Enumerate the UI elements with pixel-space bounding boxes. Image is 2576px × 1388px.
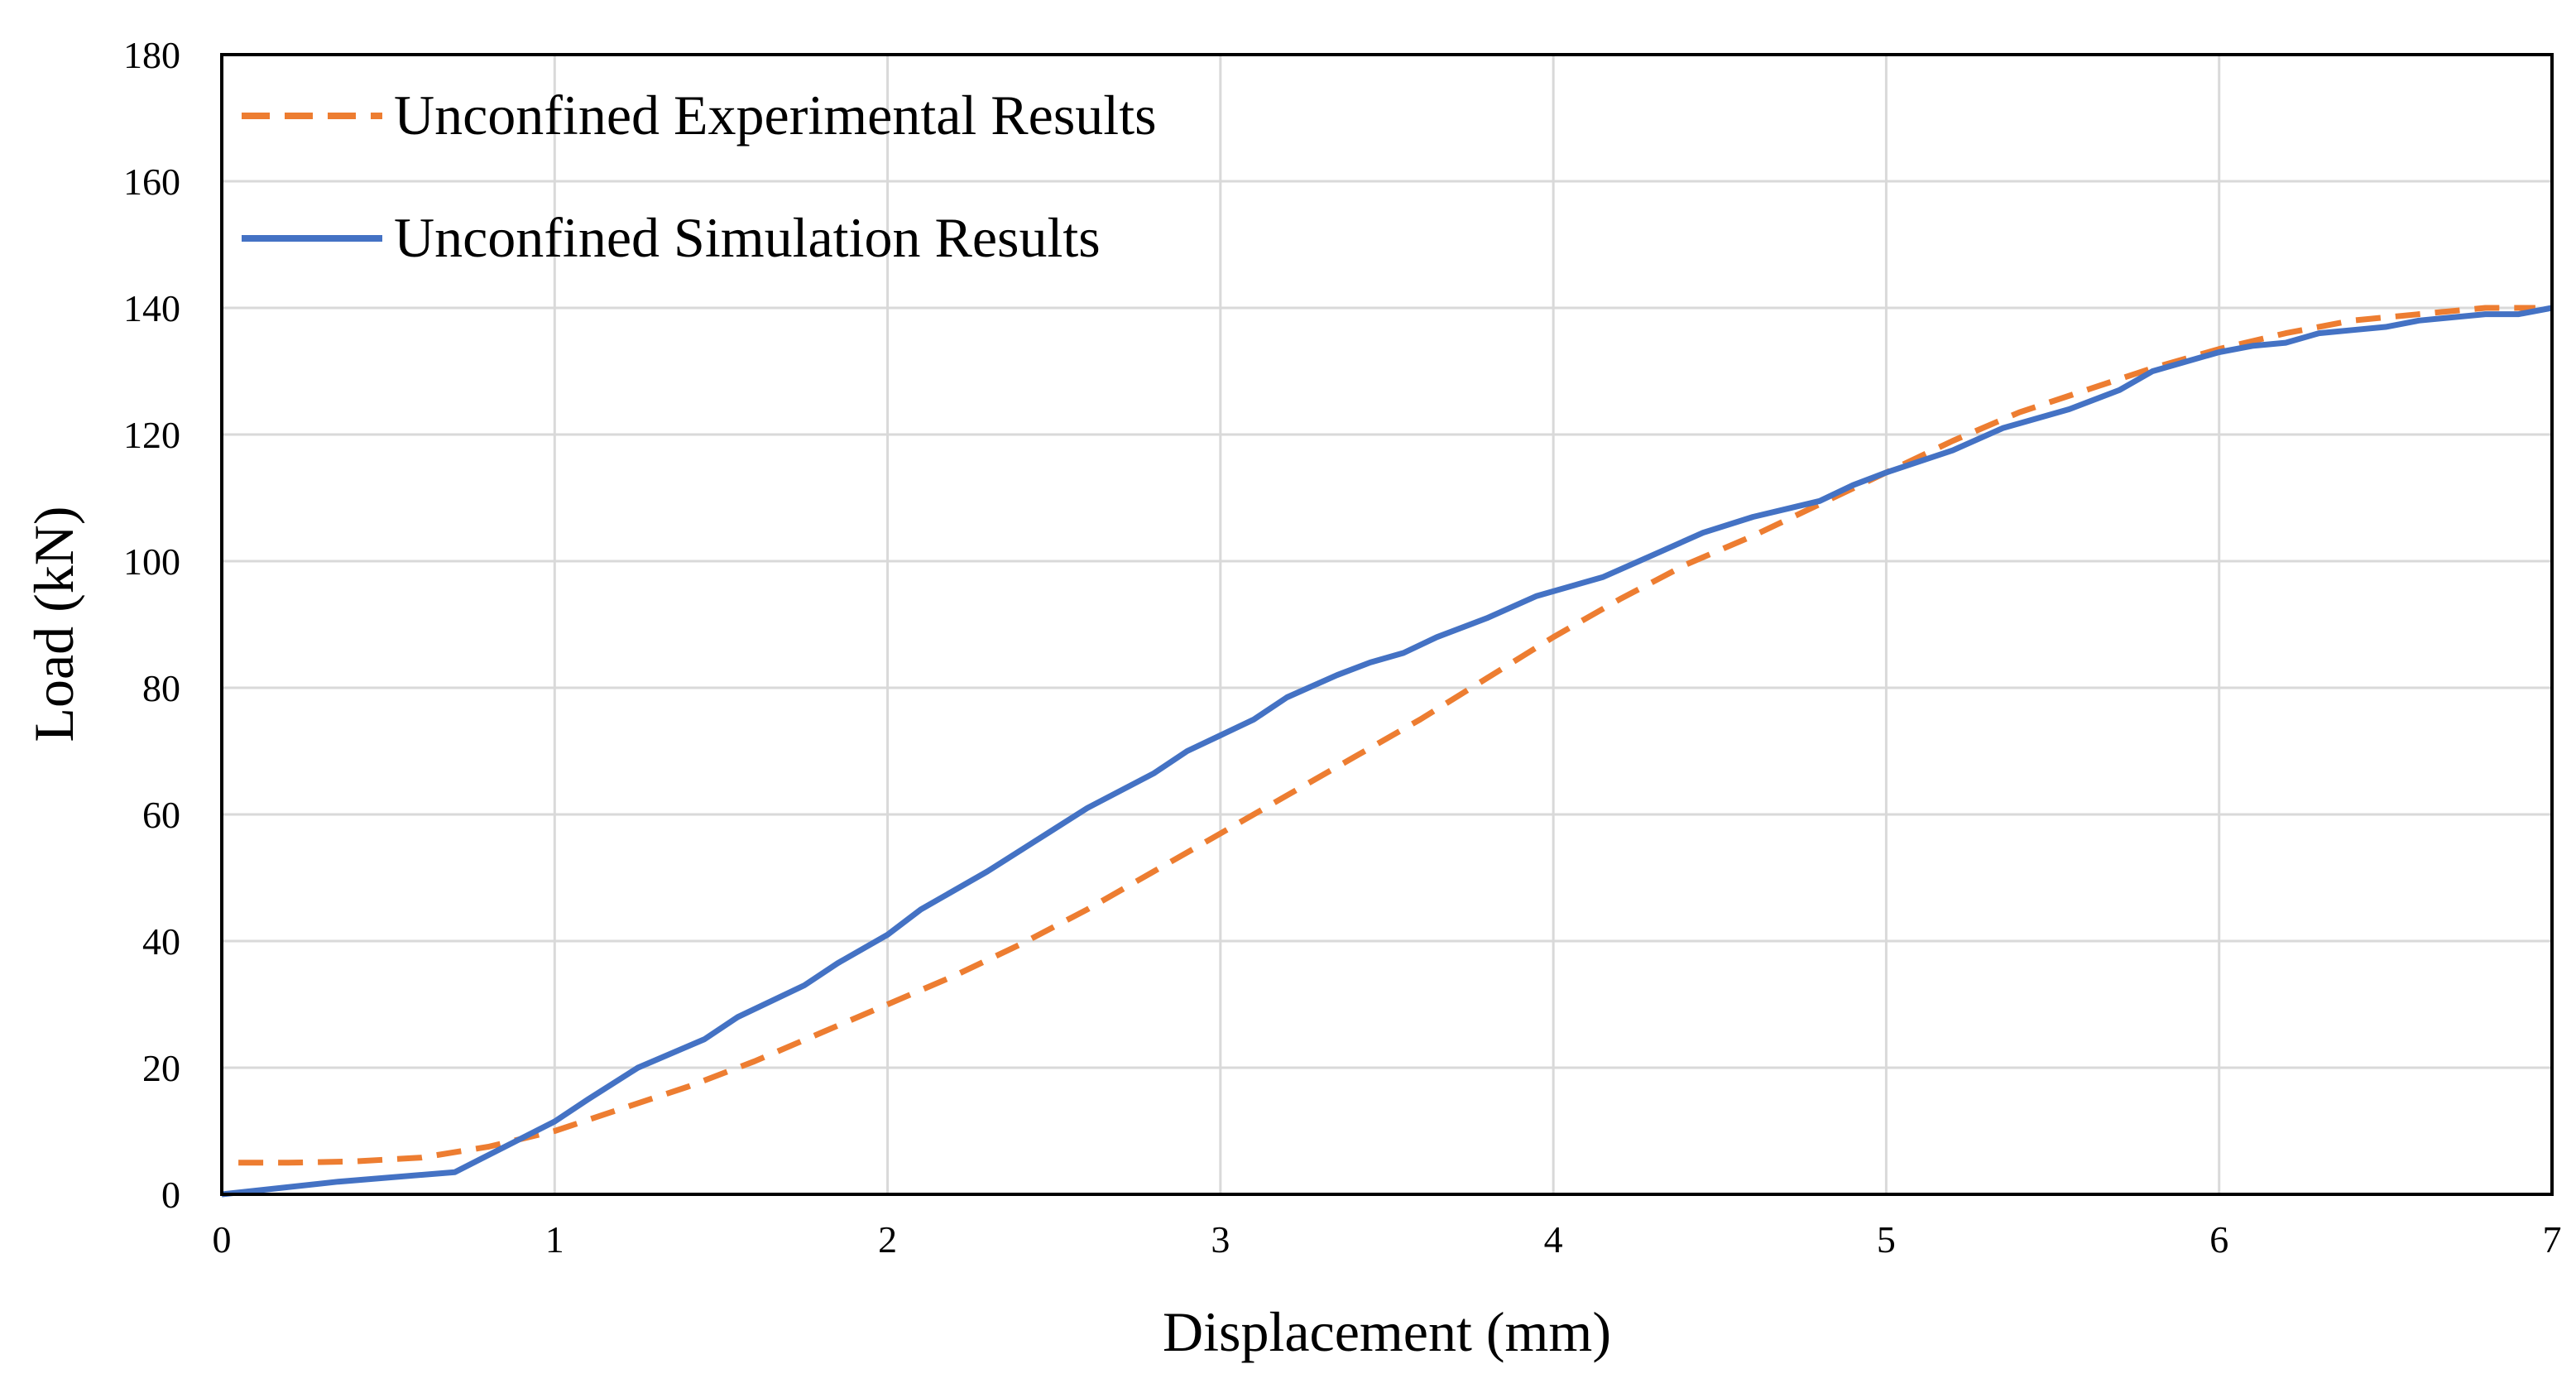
legend-label-experimental: Unconfined Experimental Results [394,84,1157,146]
y-tick-label: 80 [142,667,180,709]
x-tick-label: 0 [213,1218,232,1261]
series-line-simulation [221,305,2553,1198]
x-tick-label: 3 [1211,1218,1230,1261]
x-tick-label: 6 [2209,1218,2228,1261]
tick-labels: 0 1 2 3 4 5 6 7 0 20 40 60 80 100 120 140 160 180 [123,34,2562,1261]
legend: Unconfined Experimental Results Unconfin… [242,84,1157,269]
y-tick-label: 180 [123,34,180,76]
y-tick-label: 60 [142,794,180,836]
y-tick-label: 160 [123,161,180,203]
y-tick-label: 20 [142,1047,180,1089]
series-lines [221,305,2553,1198]
x-tick-label: 2 [878,1218,897,1261]
legend-label-simulation: Unconfined Simulation Results [394,206,1101,269]
gridlines [222,55,2552,1194]
x-tick-label: 5 [1877,1218,1896,1261]
x-tick-label: 7 [2543,1218,2562,1261]
y-tick-label: 100 [123,540,180,583]
x-axis-title: Displacement (mm) [1163,1300,1611,1363]
y-tick-label: 40 [142,920,180,963]
plot-frame [220,53,2554,1196]
y-tick-label: 120 [123,414,180,456]
y-axis-title: Load (kN) [22,506,85,742]
series-line-experimental [238,305,2535,1166]
x-tick-label: 4 [1544,1218,1563,1261]
x-tick-label: 1 [545,1218,564,1261]
y-tick-label: 140 [123,287,180,329]
y-tick-label: 0 [161,1174,180,1216]
